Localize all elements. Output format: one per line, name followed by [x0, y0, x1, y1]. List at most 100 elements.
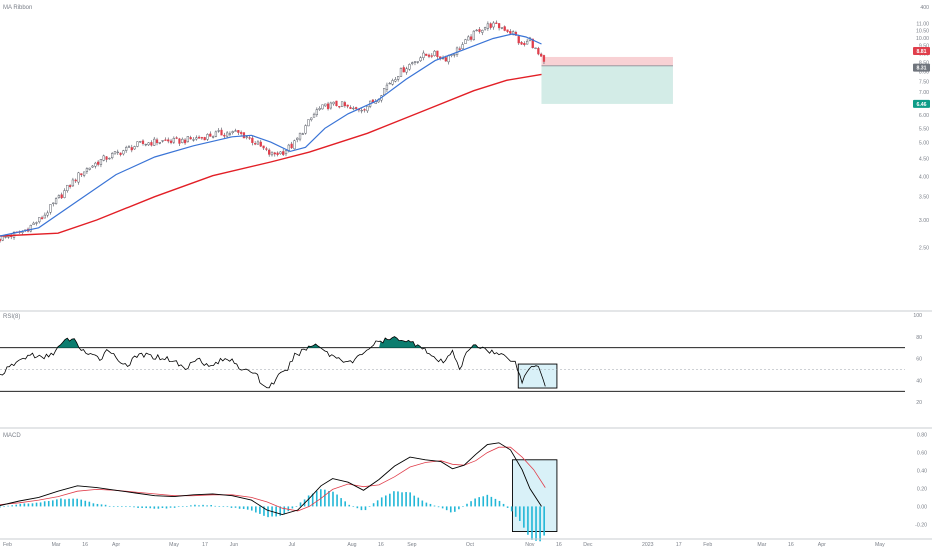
- candle: [256, 141, 260, 145]
- candle: [296, 137, 299, 140]
- candle: [464, 39, 467, 44]
- price-tick-label: 8.50: [919, 60, 929, 66]
- macd-line: [0, 442, 542, 515]
- candle: [68, 185, 72, 187]
- candle: [130, 147, 133, 151]
- candle: [318, 108, 321, 110]
- candle: [167, 139, 170, 142]
- candle: [509, 31, 512, 34]
- moving-average-fast: [0, 33, 542, 237]
- rsi-overbought-fill: [56, 338, 86, 348]
- candle: [189, 137, 192, 140]
- macd-histogram-bar: [3, 506, 5, 508]
- macd-histogram-bar: [458, 506, 460, 510]
- macd-histogram-bar: [84, 500, 87, 507]
- macd-histogram-bar: [287, 506, 290, 512]
- macd-histogram-bar: [169, 506, 172, 508]
- candle: [259, 141, 262, 147]
- candle: [57, 195, 61, 198]
- macd-tick-label: 0.80: [917, 433, 927, 439]
- time-tick-label: Jul: [289, 542, 296, 548]
- candle: [105, 156, 108, 160]
- macd-histogram-bar: [332, 491, 334, 507]
- macd-histogram-bar: [31, 503, 34, 507]
- price-tick-label: 4.00: [919, 174, 929, 180]
- take-profit-zone[interactable]: [541, 65, 673, 104]
- time-tick-label: Feb: [3, 542, 12, 548]
- macd-histogram-bar: [405, 492, 407, 507]
- macd-histogram-bar: [433, 505, 436, 507]
- macd-histogram-bar: [311, 493, 314, 507]
- macd-histogram-bar: [502, 503, 505, 507]
- candle: [500, 27, 504, 29]
- candle: [1, 236, 4, 241]
- stop-loss-zone[interactable]: [541, 56, 673, 66]
- candle: [175, 137, 178, 139]
- macd-histogram-bar: [267, 506, 269, 518]
- candle: [206, 134, 209, 140]
- candle: [60, 194, 63, 199]
- macd-histogram-bar: [129, 506, 131, 508]
- macd-histogram-bar: [445, 506, 448, 511]
- candle: [430, 55, 433, 57]
- candle: [416, 61, 419, 63]
- current-price-label-bg: [913, 63, 930, 72]
- candle: [481, 29, 484, 33]
- candle: [172, 137, 175, 143]
- price-tick-label: 5.50: [919, 126, 929, 132]
- price-tick-label: 5.00: [919, 141, 929, 147]
- candle: [360, 109, 363, 112]
- candle: [391, 80, 394, 85]
- price-tick-label: 400: [920, 5, 929, 11]
- macd-histogram-bar: [494, 498, 497, 507]
- candle: [469, 36, 473, 40]
- time-tick-label: Dec: [583, 542, 593, 548]
- candle: [231, 131, 234, 134]
- candle: [203, 137, 206, 141]
- candle: [254, 143, 257, 145]
- macd-histogram-bar: [449, 506, 452, 513]
- candle: [144, 143, 147, 146]
- candle: [349, 107, 352, 109]
- candle: [136, 141, 139, 147]
- candle: [195, 137, 198, 140]
- candle: [293, 140, 296, 150]
- macd-histogram-bar: [116, 506, 119, 507]
- macd-histogram-bar: [307, 495, 310, 507]
- macd-histogram-bar: [15, 504, 18, 507]
- macd-histogram-bar: [161, 506, 164, 509]
- macd-tick-label: -0.20: [915, 522, 927, 528]
- macd-histogram-bar: [222, 506, 225, 508]
- candle: [200, 137, 204, 139]
- macd-histogram-bar: [92, 503, 95, 507]
- candle: [399, 67, 403, 77]
- macd-histogram-bar: [315, 491, 318, 507]
- candle: [290, 143, 293, 149]
- macd-pane: MACD: [0, 433, 558, 542]
- price-tick-label: 11.00: [916, 21, 929, 27]
- macd-histogram-bar: [39, 502, 42, 507]
- macd-histogram-bar: [470, 501, 472, 507]
- macd-histogram-bar: [149, 506, 152, 509]
- time-tick-label: 16: [556, 542, 562, 548]
- macd-histogram-bar: [320, 489, 322, 507]
- macd-histogram-bar: [246, 506, 249, 510]
- price-pane: MA Ribbon: [0, 5, 673, 243]
- candle: [354, 107, 358, 109]
- macd-histogram-bar: [125, 506, 127, 508]
- candle: [116, 151, 119, 154]
- price-tick-label: 9.50: [919, 44, 929, 50]
- candle: [54, 198, 58, 204]
- candle: [217, 130, 220, 132]
- candle: [383, 88, 386, 95]
- macd-tick-label: 0.40: [917, 469, 927, 475]
- macd-histogram-bar: [96, 503, 99, 507]
- candle: [492, 22, 495, 28]
- candle: [352, 107, 355, 110]
- macd-histogram-bar: [401, 492, 403, 507]
- candle: [164, 139, 167, 141]
- macd-histogram-bar: [133, 506, 135, 508]
- candle: [102, 155, 105, 161]
- macd-histogram-bar: [437, 506, 440, 508]
